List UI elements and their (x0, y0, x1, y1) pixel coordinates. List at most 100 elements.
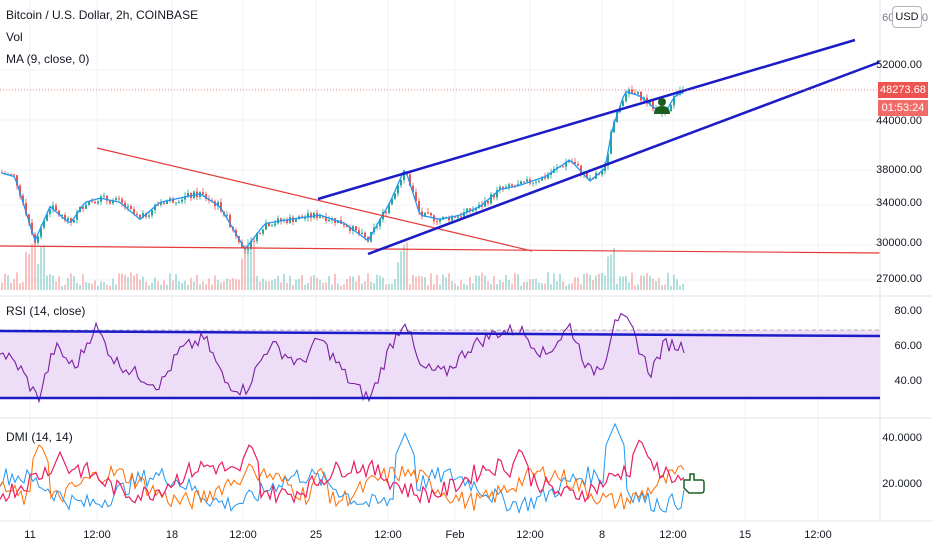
candle-body (280, 218, 282, 222)
candle-body (100, 196, 102, 202)
volume-bar (91, 283, 93, 290)
candle-body (31, 222, 33, 235)
volume-bar (49, 273, 51, 290)
volume-bar (577, 277, 579, 290)
volume-bar (226, 278, 228, 290)
volume-bar (214, 275, 216, 290)
candle-body (628, 89, 630, 95)
volume-bar (502, 281, 504, 290)
volume-bar (667, 272, 669, 290)
volume-bar (193, 281, 195, 290)
ma-line (1, 91, 684, 251)
channel-upper-line[interactable] (317, 38, 856, 201)
volume-bar (619, 276, 621, 290)
volume-bar (118, 273, 120, 290)
volume-bar (82, 274, 84, 290)
candle-body (364, 232, 366, 238)
candle-body (286, 219, 288, 223)
ma-legend[interactable]: MA (9, close, 0) (6, 52, 90, 66)
volume-bar (154, 277, 156, 290)
volume-bar (451, 281, 453, 290)
candle-body (256, 233, 258, 242)
volume-bar (361, 283, 363, 290)
volume-bar (613, 247, 615, 290)
candle-body (376, 226, 378, 228)
dmi-legend[interactable]: DMI (14, 14) (6, 430, 73, 444)
candle-body (463, 212, 465, 217)
volume-bar (568, 283, 570, 290)
rsi-band (0, 330, 880, 398)
volume-bar (397, 262, 399, 290)
time-axis[interactable]: 11 12:00 18 12:00 25 12:00 Feb 12:00 8 12:00 15 12:… (0, 521, 880, 550)
volume-bar (4, 273, 6, 290)
dmi-plus-line (0, 422, 685, 515)
volume-bar (241, 258, 243, 290)
volume-bar (307, 282, 309, 290)
volume-bar (340, 285, 342, 290)
volume-bar (187, 284, 189, 290)
volume-bar (484, 275, 486, 290)
candle-body (109, 200, 111, 204)
volume-bar (25, 251, 27, 290)
candle-body (361, 232, 363, 234)
price-tick: 38000.00 (876, 164, 922, 176)
candle-body (160, 202, 162, 205)
red-descending-trendline[interactable] (96, 147, 533, 252)
price-tick: 27000.00 (876, 273, 922, 285)
candle-body (580, 165, 582, 175)
candle-body (502, 186, 504, 189)
time-tick: 12:00 (659, 529, 687, 541)
channel-lower-line[interactable] (367, 60, 881, 256)
candle-body (448, 216, 450, 221)
volume-bar (376, 274, 378, 290)
rsi-upper-blue-line[interactable] (0, 329, 881, 338)
currency-button[interactable]: USD (892, 6, 922, 28)
volume-bar (40, 246, 42, 290)
volume-bar (94, 280, 96, 290)
candle-body (295, 219, 297, 222)
candle-body (568, 161, 570, 163)
volume-bar (349, 276, 351, 290)
candle-body (304, 217, 306, 219)
volume-bar (391, 283, 393, 290)
candle-body (466, 208, 468, 213)
volume-bar (16, 272, 18, 290)
red-horizontal-support-line[interactable] (0, 245, 881, 254)
chart-grid (0, 0, 880, 521)
candle-body (184, 196, 186, 200)
candle-body (424, 212, 426, 217)
candle-body (25, 202, 27, 215)
price-tick: 52000.00 (876, 59, 922, 71)
volume-bar (295, 279, 297, 290)
volume-legend[interactable]: Vol (6, 30, 23, 44)
candle-body (37, 236, 39, 243)
candle-body (163, 202, 165, 205)
candle-body (562, 166, 564, 168)
rsi-legend[interactable]: RSI (14, close) (6, 304, 86, 318)
volume-bar (655, 280, 657, 290)
volume-bar (538, 282, 540, 290)
volume-bars (1, 239, 684, 290)
volume-bar (520, 285, 522, 290)
volume-bar (76, 282, 78, 290)
volume-bar (13, 279, 15, 290)
volume-bar (325, 282, 327, 290)
volume-bar (262, 278, 264, 290)
person-icon[interactable] (654, 98, 670, 114)
volume-bar (439, 284, 441, 290)
candle-body (34, 234, 36, 243)
volume-bar (160, 284, 162, 290)
volume-bar (64, 284, 66, 290)
candle-body (352, 226, 354, 231)
volume-bar (535, 278, 537, 290)
candle-body (226, 214, 228, 216)
volume-bar (130, 272, 132, 290)
volume-bar (454, 283, 456, 290)
candle-body (586, 172, 588, 179)
candle-body (166, 200, 168, 205)
candle-body (535, 181, 537, 183)
volume-bar (274, 278, 276, 290)
candle-body (469, 208, 471, 212)
candle-body (367, 237, 369, 242)
